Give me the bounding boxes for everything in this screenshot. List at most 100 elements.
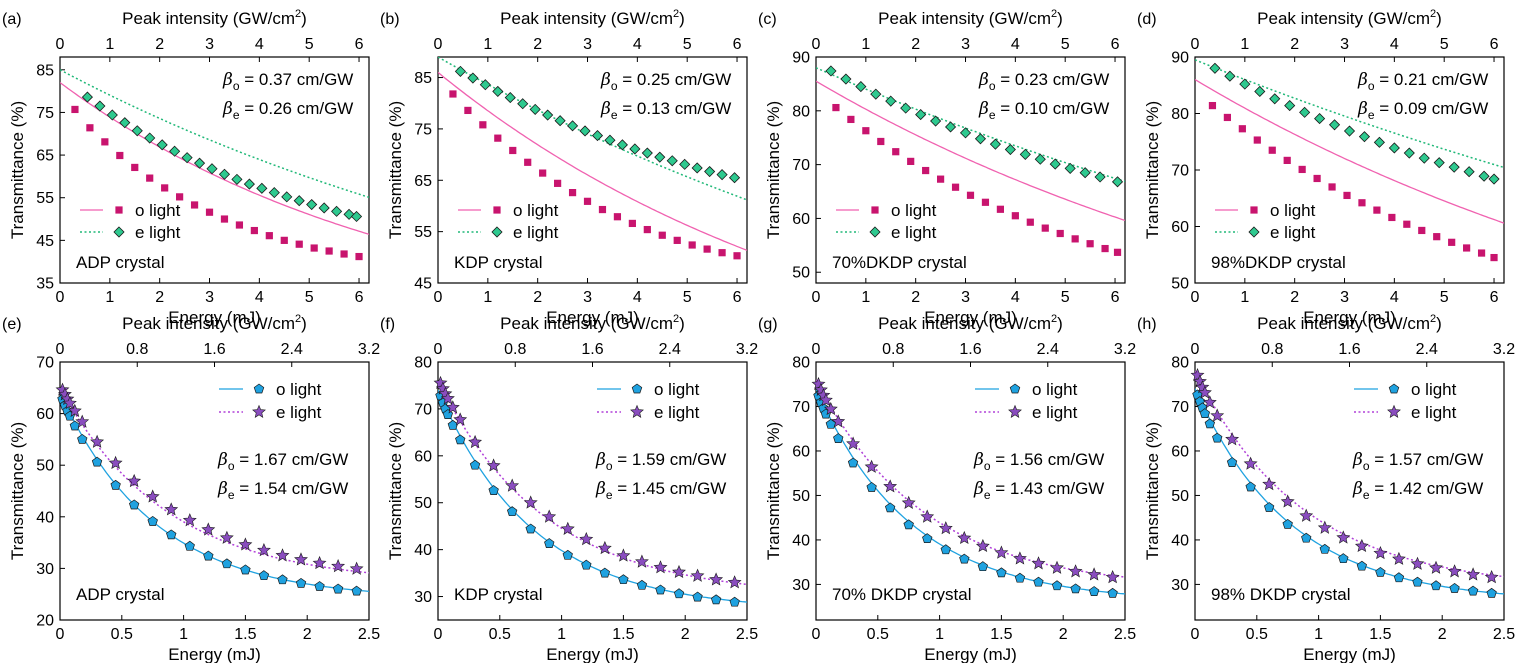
x-tick-label: 0.5: [867, 626, 889, 643]
e-light-point: [1049, 158, 1061, 170]
beta-subscript: o: [989, 79, 996, 93]
e-light-point: [846, 436, 861, 450]
o-light-point: [936, 175, 945, 183]
beta-subscript: o: [228, 459, 235, 473]
e-light-point: [62, 396, 77, 410]
o-light-point: [1375, 566, 1386, 577]
e-light-point: [920, 509, 935, 523]
legend-e-marker: [1387, 404, 1401, 418]
top-x-axis-title: Peak intensity (GW/cm2): [500, 313, 685, 333]
e-light-point: [591, 130, 604, 142]
e-light-point: [727, 575, 742, 589]
legend-o-marker: [1388, 383, 1400, 394]
top-x-axis-title-text: Peak intensity (GW/cm: [122, 9, 295, 28]
y-tick-label: 65: [414, 173, 432, 190]
top-x-axis-title-superscript: 2: [295, 313, 301, 325]
y-tick-label: 70: [1171, 399, 1189, 416]
legend-e-marker: [252, 404, 266, 418]
top-x-axis-title-superscript: 2: [1051, 313, 1057, 325]
legend-e-label: e light: [1032, 403, 1078, 422]
o-light-point: [643, 225, 651, 234]
top-x-axis-title-superscript: 2: [295, 8, 301, 20]
y-tick-label: 80: [1171, 355, 1189, 372]
beta-symbol: β: [600, 70, 611, 90]
top-x-tick-label: 0: [812, 341, 821, 358]
beta-e-label: βe = 0.09 cm/GW: [1357, 99, 1488, 122]
e-light-point: [106, 109, 118, 121]
e-light-point: [1224, 70, 1236, 82]
o-light-point: [1070, 583, 1081, 594]
beta-symbol: β: [1357, 70, 1368, 90]
beta-o-label: βo = 1.56 cm/GW: [973, 450, 1104, 473]
x-tick-label: 4: [1011, 289, 1020, 306]
o-light-point: [1486, 587, 1497, 598]
top-x-tick-label: 0: [434, 341, 443, 358]
e-light-point: [728, 172, 741, 184]
x-tick-label: 1.5: [1369, 626, 1391, 643]
y-tick-label: 45: [36, 233, 54, 250]
e-light-fit-line: [1195, 370, 1504, 578]
e-light-point: [193, 157, 206, 169]
o-light-point: [862, 127, 870, 135]
o-light-point: [1430, 580, 1442, 591]
x-axis-title: Energy (mJ): [924, 645, 1017, 663]
legend-o-marker: [1009, 383, 1021, 394]
o-light-point: [922, 166, 930, 175]
e-light-point: [823, 401, 838, 416]
o-light-point: [1113, 248, 1122, 256]
x-tick-label: 1: [483, 289, 492, 306]
o-light-point: [86, 124, 94, 132]
legend-o-label: o light: [276, 380, 322, 399]
plot-frame: [59, 56, 370, 284]
x-tick-label: 5: [305, 289, 314, 306]
e-light-point: [467, 72, 479, 84]
y-tick-label: 30: [792, 577, 810, 594]
beta-subscript: e: [611, 108, 618, 122]
legend-e-label: e light: [891, 223, 937, 242]
top-x-tick-label: 4: [1390, 36, 1399, 53]
o-light-point: [184, 540, 195, 551]
e-light-point: [542, 109, 554, 121]
legend-o-label: o light: [654, 380, 700, 399]
e-light-point: [1064, 162, 1076, 174]
beta-symbol: β: [973, 450, 984, 470]
o-light-point: [351, 585, 362, 596]
legend-o-label: o light: [513, 201, 559, 220]
x-tick-label: 6: [355, 289, 364, 306]
beta-o-label: βo = 0.25 cm/GW: [600, 70, 731, 93]
legend-o-label: o light: [135, 201, 181, 220]
x-tick-label: 2: [911, 289, 920, 306]
top-x-tick-label: 2.4: [659, 341, 681, 358]
y-tick-label: 55: [36, 190, 54, 207]
o-light-point: [583, 197, 592, 205]
x-tick-label: 2: [155, 289, 164, 306]
x-axis-title: Energy (mJ): [1303, 308, 1396, 327]
e-light-point: [840, 73, 852, 85]
x-tick-label: 1: [105, 289, 114, 306]
x-tick-label: 1.5: [234, 626, 256, 643]
top-x-tick-label: 2: [911, 36, 920, 53]
e-light-point: [238, 537, 253, 551]
e-light-point: [1269, 93, 1281, 105]
e-light-point: [560, 521, 575, 535]
e-light-point: [349, 561, 364, 575]
x-tick-label: 0: [812, 289, 821, 306]
x-tick-label: 0: [812, 626, 821, 643]
e-light-point: [108, 455, 123, 470]
o-light-point: [903, 519, 914, 530]
top-x-axis-title: Peak intensity (GW/cm2): [878, 313, 1063, 333]
top-x-axis-title-close: ): [1436, 9, 1442, 28]
top-x-tick-label: 4: [633, 36, 642, 53]
top-x-tick-label: 1.6: [581, 341, 603, 358]
x-tick-label: 0: [434, 289, 443, 306]
e-light-point: [864, 459, 879, 473]
e-light-point: [75, 414, 90, 428]
e-light-point: [145, 489, 160, 503]
e-light-point: [1299, 508, 1314, 522]
top-x-axis-title: Peak intensity (GW/cm2): [878, 8, 1063, 28]
o-light-point: [562, 549, 573, 560]
o-light-point: [1033, 576, 1044, 587]
y-tick-label: 50: [1171, 488, 1189, 505]
o-light-point: [866, 481, 877, 492]
e-light-point: [1410, 556, 1425, 570]
